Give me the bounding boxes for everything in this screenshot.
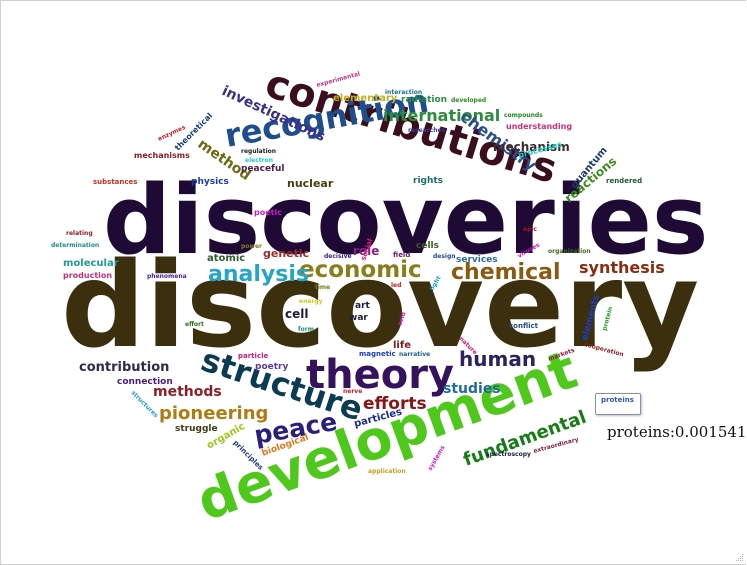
hover-readout: proteins:0.00154106	[607, 423, 746, 441]
word-discovery[interactable]: discovery	[61, 236, 699, 374]
word-led[interactable]: led	[391, 282, 401, 289]
word-cell[interactable]: cell	[285, 307, 308, 321]
word-chemical[interactable]: chemical	[451, 260, 561, 285]
word-electron[interactable]: electron	[245, 157, 273, 164]
word-connection[interactable]: connection	[117, 377, 173, 387]
word-genetic[interactable]: genetic	[263, 247, 309, 260]
word-power[interactable]: power	[241, 243, 262, 250]
word-peaceful[interactable]: peaceful	[241, 164, 284, 174]
word-researches[interactable]: researches	[408, 127, 446, 134]
word-role[interactable]: role	[353, 244, 379, 258]
word-understanding[interactable]: understanding	[506, 122, 572, 131]
word-war[interactable]: war	[349, 313, 368, 323]
word-discoveries[interactable]: discoveries	[103, 166, 708, 276]
word-economic[interactable]: economic	[299, 257, 422, 283]
word-contribution[interactable]: contribution	[79, 360, 169, 375]
word-elementary[interactable]: elementary	[333, 93, 398, 104]
word-form[interactable]: form	[298, 326, 314, 333]
word-spectroscopy[interactable]: spectroscopy	[486, 451, 531, 458]
word-mechanism[interactable]: mechanism	[493, 140, 570, 154]
tooltip-label: proteins	[601, 396, 634, 404]
word-determination[interactable]: determination	[51, 242, 99, 249]
word-poetic[interactable]: poetic	[254, 208, 282, 217]
word-narrative[interactable]: narrative	[399, 351, 430, 358]
word-compounds[interactable]: compounds	[504, 112, 543, 119]
word-services[interactable]: services	[456, 255, 498, 265]
word-pioneering[interactable]: pioneering	[159, 403, 268, 424]
word-effort[interactable]: effort	[185, 321, 204, 328]
word-international[interactable]: international	[383, 106, 500, 125]
word-magnetic[interactable]: magnetic	[359, 350, 396, 358]
word-life[interactable]: life	[393, 340, 411, 351]
word-tooltip: proteins	[595, 393, 641, 415]
word-production[interactable]: production	[63, 271, 112, 280]
word-molecular[interactable]: molecular	[63, 258, 119, 269]
word-physics[interactable]: physics	[191, 177, 229, 187]
word-time[interactable]: time	[315, 284, 330, 291]
word-energy[interactable]: energy	[299, 298, 323, 305]
word-phenomena[interactable]: phenomena	[147, 273, 187, 280]
word-mechanisms[interactable]: mechanisms	[134, 151, 190, 160]
word-relating[interactable]: relating	[66, 230, 93, 237]
word-regulation[interactable]: regulation	[241, 148, 276, 155]
word-nerve[interactable]: nerve	[343, 388, 362, 395]
word-analysis[interactable]: analysis	[208, 262, 309, 287]
word-particle[interactable]: particle	[238, 352, 268, 360]
word-nuclear[interactable]: nuclear	[287, 177, 334, 190]
word-art[interactable]: art	[355, 301, 371, 311]
word-struggle[interactable]: struggle	[175, 424, 218, 434]
word-field[interactable]: field	[393, 251, 410, 259]
word-interaction[interactable]: interaction	[385, 89, 422, 96]
word-developed[interactable]: developed	[451, 97, 486, 104]
word-studies[interactable]: studies	[443, 381, 501, 397]
word-decisive[interactable]: decisive	[324, 253, 352, 260]
word-application[interactable]: application	[368, 468, 406, 475]
word-rights[interactable]: rights	[413, 176, 443, 186]
word-synthesis[interactable]: synthesis	[579, 258, 665, 277]
word-epic[interactable]: epic	[523, 226, 537, 233]
word-methods[interactable]: methods	[153, 384, 222, 400]
resize-grip-icon[interactable]	[734, 552, 744, 562]
word-rendered[interactable]: rendered	[606, 177, 642, 185]
word-radiation[interactable]: radiation	[401, 95, 447, 105]
word-substances[interactable]: substances	[93, 178, 137, 186]
word-efforts[interactable]: efforts	[363, 394, 427, 414]
word-atomic[interactable]: atomic	[207, 253, 245, 264]
word-conflict[interactable]: conflict	[509, 322, 539, 330]
word-theory[interactable]: theory	[306, 352, 454, 398]
word-acid[interactable]: acid	[396, 311, 407, 327]
word-human[interactable]: human	[459, 347, 536, 371]
word-organization[interactable]: organization	[548, 248, 591, 255]
word-design[interactable]: design	[433, 253, 456, 260]
word-cells[interactable]: cells	[416, 241, 439, 251]
word-poetry[interactable]: poetry	[255, 362, 288, 372]
